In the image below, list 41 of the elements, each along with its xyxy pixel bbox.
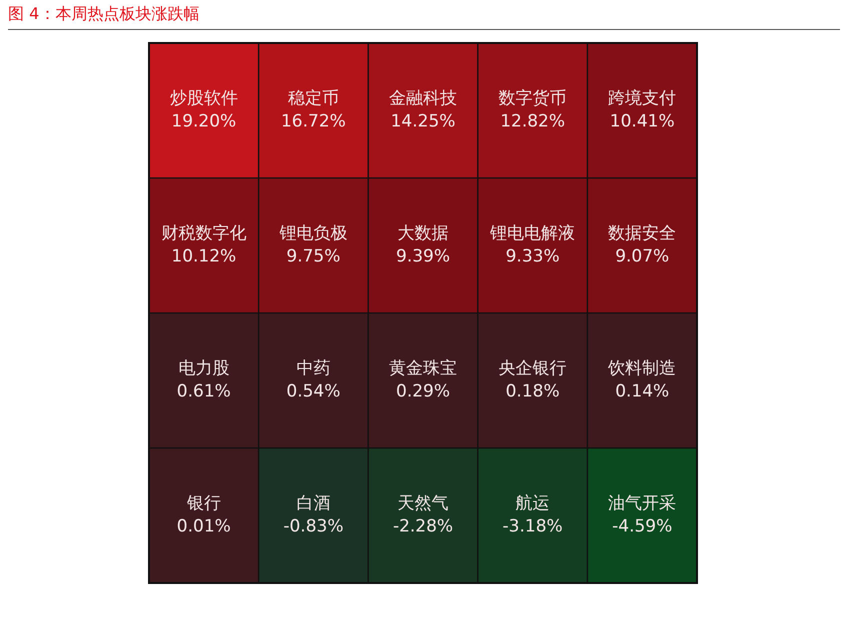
data-label: 0.18%: [506, 381, 560, 402]
data-label: -3.18%: [502, 516, 563, 536]
category-label: 航运: [516, 493, 550, 514]
category-label: 饮料制造: [607, 358, 676, 378]
data-label: 0.61%: [176, 381, 231, 402]
category-label: 银行: [186, 493, 221, 514]
category-label: 财税数字化: [161, 223, 246, 244]
data-label: -0.83%: [283, 516, 344, 536]
data-label: 10.12%: [171, 246, 236, 266]
category-label: 跨境支付: [608, 88, 676, 108]
data-label: 9.75%: [286, 246, 340, 266]
category-label: 中药: [296, 358, 330, 378]
category-label: 锂电电解液: [489, 223, 576, 244]
data-label: 12.82%: [500, 111, 566, 132]
category-label: 金融科技: [389, 88, 457, 108]
category-label: 数字货币: [498, 88, 567, 108]
data-label: 9.07%: [615, 246, 670, 266]
data-label: 16.72%: [280, 111, 346, 132]
category-label: 央企银行: [498, 358, 567, 378]
data-label: 0.01%: [176, 516, 231, 536]
text: 图 4：本周热点板块涨跌幅: [8, 4, 840, 30]
category-label: 电力股: [178, 358, 230, 378]
category-label: 稳定币: [288, 88, 339, 108]
data-label: -2.28%: [392, 516, 454, 536]
data-label: 0.54%: [286, 381, 340, 402]
category-label: 炒股软件: [170, 88, 238, 108]
category-label: 黄金珠宝: [389, 358, 457, 378]
data-label: 0.14%: [615, 381, 670, 402]
data-label: 0.29%: [396, 381, 450, 402]
category-label: 天然气: [398, 493, 448, 514]
data-label: 10.41%: [610, 111, 675, 132]
category-label: 锂电负极: [278, 223, 348, 244]
data-label: 14.25%: [390, 111, 456, 132]
category-label: 大数据: [398, 223, 448, 244]
data-label: 19.20%: [171, 111, 236, 132]
category-label: 白酒: [296, 493, 330, 514]
category-label: 油气开采: [608, 493, 676, 514]
category-label: 数据安全: [608, 223, 676, 244]
data-label: 9.39%: [396, 246, 450, 266]
data-label: 9.33%: [506, 246, 560, 266]
data-label: -4.59%: [612, 516, 672, 536]
